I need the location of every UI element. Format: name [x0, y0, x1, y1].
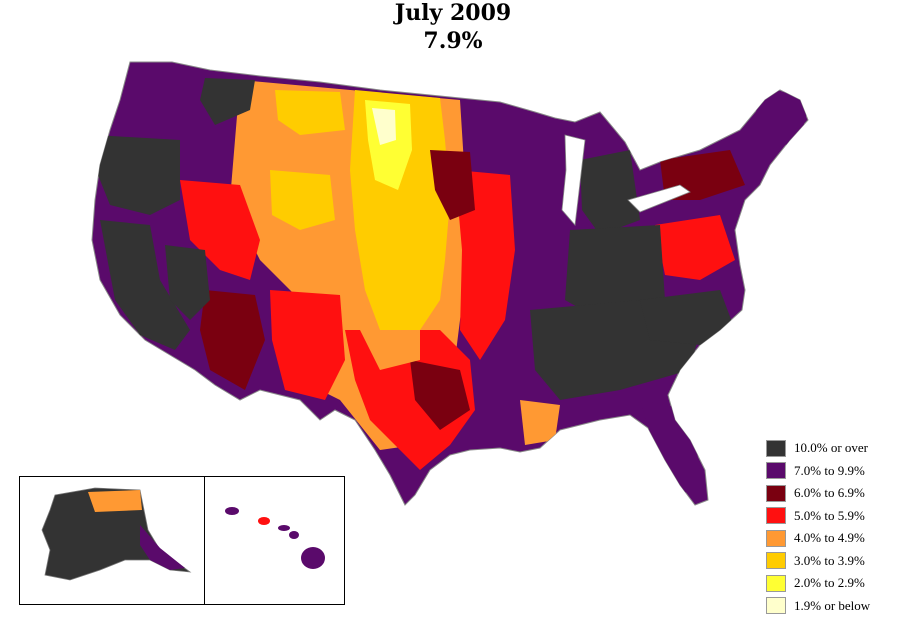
legend-swatch [766, 574, 786, 592]
legend-label: 10.0% or over [794, 440, 869, 456]
region-rockies-red [180, 180, 260, 280]
region-virginia-red [655, 215, 735, 280]
hawaii-island-kauai [225, 507, 239, 515]
alaska-inset-frame [19, 476, 205, 605]
legend-label: 5.0% to 5.9% [794, 507, 865, 523]
legend-item: 7.0% to 9.9% [766, 460, 906, 483]
region-carolina-gray [640, 290, 735, 345]
legend-swatch [766, 484, 786, 502]
region-nevada-gray [165, 245, 210, 320]
legend-label: 3.0% to 3.9% [794, 552, 865, 568]
legend-item: 1.9% or below [766, 595, 906, 618]
legend-swatch [766, 439, 786, 457]
hawaii-island-maui [289, 531, 299, 539]
hawaii-island-oahu [258, 517, 270, 525]
region-newmexico-red [270, 290, 345, 400]
alaska-north-orange [88, 490, 142, 512]
region-nebraska-darkred [430, 150, 475, 220]
legend-item: 4.0% to 4.9% [766, 527, 906, 550]
legend-swatch [766, 529, 786, 547]
hawaii-inset [225, 507, 325, 569]
legend-item: 3.0% to 3.9% [766, 550, 906, 573]
region-ohio-indiana-gray [565, 225, 665, 320]
legend-swatch [766, 507, 786, 525]
region-texas-darkred [410, 360, 470, 430]
region-texas-orange [360, 330, 420, 370]
lake-michigan [561, 134, 586, 226]
region-wyoming-yellow [270, 170, 335, 230]
legend-swatch [766, 552, 786, 570]
hawaii-island-big [301, 547, 325, 569]
region-dakota-light [372, 108, 396, 145]
region-montana-yellow [275, 90, 345, 135]
region-arizona-darkred [200, 290, 265, 390]
legend-label: 4.0% to 4.9% [794, 530, 865, 546]
legend-item: 10.0% or over [766, 437, 906, 460]
region-oregon-gray [95, 135, 180, 215]
legend-label: 7.0% to 9.9% [794, 462, 865, 478]
legend-item: 2.0% to 2.9% [766, 572, 906, 595]
legend-item: 5.0% to 5.9% [766, 505, 906, 528]
map-subtitle: 7.9% [423, 28, 483, 54]
alaska-inset [41, 487, 192, 581]
legend-label: 2.0% to 2.9% [794, 575, 865, 591]
map-title: July 2009 [394, 0, 512, 26]
region-mo-ar-red [455, 170, 515, 360]
region-michigan-gray [580, 150, 640, 235]
alaska-southeast-purple [140, 525, 185, 570]
legend-item: 6.0% to 6.9% [766, 482, 906, 505]
region-idaho-gray [200, 78, 255, 125]
hawaii-inset-frame [204, 476, 345, 605]
hawaii-island-molokai [278, 525, 290, 531]
legend: 10.0% or over 7.0% to 9.9% 6.0% to 6.9% … [766, 437, 906, 617]
region-california-gray [100, 220, 190, 350]
region-louisiana-orange [520, 400, 560, 445]
lake-erie [627, 184, 691, 213]
legend-swatch [766, 597, 786, 615]
legend-label: 1.9% or below [794, 597, 871, 613]
legend-label: 6.0% to 6.9% [794, 485, 865, 501]
legend-swatch [766, 462, 786, 480]
